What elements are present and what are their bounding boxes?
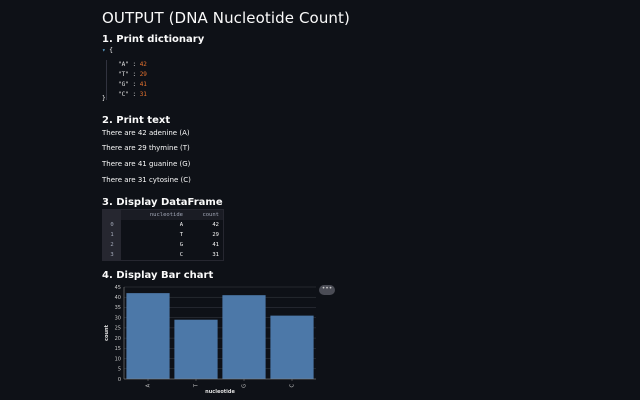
bar[interactable] bbox=[126, 293, 170, 379]
text-line-thymine: There are 29 thymine (T) bbox=[102, 144, 190, 152]
text-line-cytosine: There are 31 cytosine (C) bbox=[102, 176, 191, 184]
text-line-adenine: There are 42 adenine (A) bbox=[102, 129, 190, 137]
dataframe-header: nucleotide count bbox=[103, 210, 223, 220]
json-close-brace: } bbox=[102, 95, 106, 102]
table-row[interactable]: 1 T 29 bbox=[103, 230, 223, 240]
row-index: 0 bbox=[103, 220, 121, 230]
json-colon: : bbox=[128, 91, 140, 98]
x-tick-label: T bbox=[194, 383, 200, 388]
row-index: 2 bbox=[103, 240, 121, 250]
section-heading-dictionary: 1. Print dictionary bbox=[102, 34, 205, 45]
json-indent-guide bbox=[106, 60, 107, 100]
json-open-brace: { bbox=[109, 47, 113, 54]
column-header-count[interactable]: count bbox=[202, 212, 219, 218]
y-tick-label: 20 bbox=[115, 336, 121, 342]
page-title: OUTPUT (DNA Nucleotide Count) bbox=[102, 9, 350, 27]
json-entry: "A" : 42 bbox=[118, 60, 147, 70]
cell-nucleotide: G bbox=[179, 242, 183, 248]
cell-count: 29 bbox=[212, 232, 219, 238]
json-root-line[interactable]: ▾ { bbox=[102, 46, 113, 56]
cell-count: 41 bbox=[212, 242, 219, 248]
y-axis-title: count bbox=[104, 324, 110, 341]
chart-more-options-button[interactable]: ••• bbox=[319, 285, 335, 295]
json-key: "T" bbox=[118, 71, 129, 78]
bar[interactable] bbox=[222, 295, 266, 379]
json-value: 42 bbox=[139, 61, 147, 68]
text-line-guanine: There are 41 guanine (G) bbox=[102, 160, 191, 168]
y-tick-label: 25 bbox=[115, 326, 121, 332]
json-entry: "C" : 31 bbox=[118, 90, 147, 100]
bar[interactable] bbox=[270, 315, 314, 379]
y-tick-label: 0 bbox=[118, 377, 121, 383]
table-row[interactable]: 0 A 42 bbox=[103, 220, 223, 230]
json-colon: : bbox=[128, 81, 140, 88]
cell-nucleotide: T bbox=[179, 232, 183, 238]
y-tick-label: 45 bbox=[115, 285, 121, 291]
row-index: 1 bbox=[103, 230, 121, 240]
json-entry: "G" : 41 bbox=[118, 80, 147, 90]
y-tick-label: 10 bbox=[115, 356, 121, 362]
x-axis-title: nucleotide bbox=[205, 389, 235, 395]
table-row[interactable]: 2 G 41 bbox=[103, 240, 223, 250]
json-key: "G" bbox=[118, 81, 129, 88]
json-colon: : bbox=[128, 71, 140, 78]
cell-nucleotide: A bbox=[179, 222, 183, 228]
x-tick-label: A bbox=[146, 383, 152, 387]
json-key: "A" bbox=[118, 61, 129, 68]
index-header bbox=[103, 210, 121, 220]
json-value: 41 bbox=[139, 81, 147, 88]
y-tick-label: 40 bbox=[115, 295, 121, 301]
cell-nucleotide: C bbox=[179, 252, 183, 258]
section-heading-text: 2. Print text bbox=[102, 115, 171, 126]
row-index: 3 bbox=[103, 250, 121, 260]
table-row[interactable]: 3 C 31 bbox=[103, 250, 223, 260]
dataframe-table[interactable]: nucleotide count 0 A 42 1 T 29 2 G 41 3 C 31 bbox=[102, 209, 224, 261]
section-heading-dataframe: 3. Display DataFrame bbox=[102, 197, 223, 208]
json-entry: "T" : 29 bbox=[118, 70, 147, 80]
y-tick-label: 35 bbox=[115, 305, 121, 311]
section-heading-bar-chart: 4. Display Bar chart bbox=[102, 270, 214, 281]
y-tick-label: 15 bbox=[115, 346, 121, 352]
bar[interactable] bbox=[174, 319, 218, 379]
x-tick-label: G bbox=[242, 384, 248, 388]
cell-count: 42 bbox=[212, 222, 219, 228]
json-colon: : bbox=[128, 61, 140, 68]
cell-count: 31 bbox=[212, 252, 219, 258]
y-tick-label: 30 bbox=[115, 315, 121, 321]
json-key: "C" bbox=[118, 91, 129, 98]
x-tick-label: C bbox=[290, 384, 296, 388]
column-header-nucleotide[interactable]: nucleotide bbox=[149, 212, 183, 218]
json-value: 31 bbox=[139, 91, 147, 98]
json-value: 29 bbox=[139, 71, 147, 78]
caret-down-icon[interactable]: ▾ bbox=[102, 47, 106, 54]
y-tick-label: 5 bbox=[118, 367, 121, 373]
